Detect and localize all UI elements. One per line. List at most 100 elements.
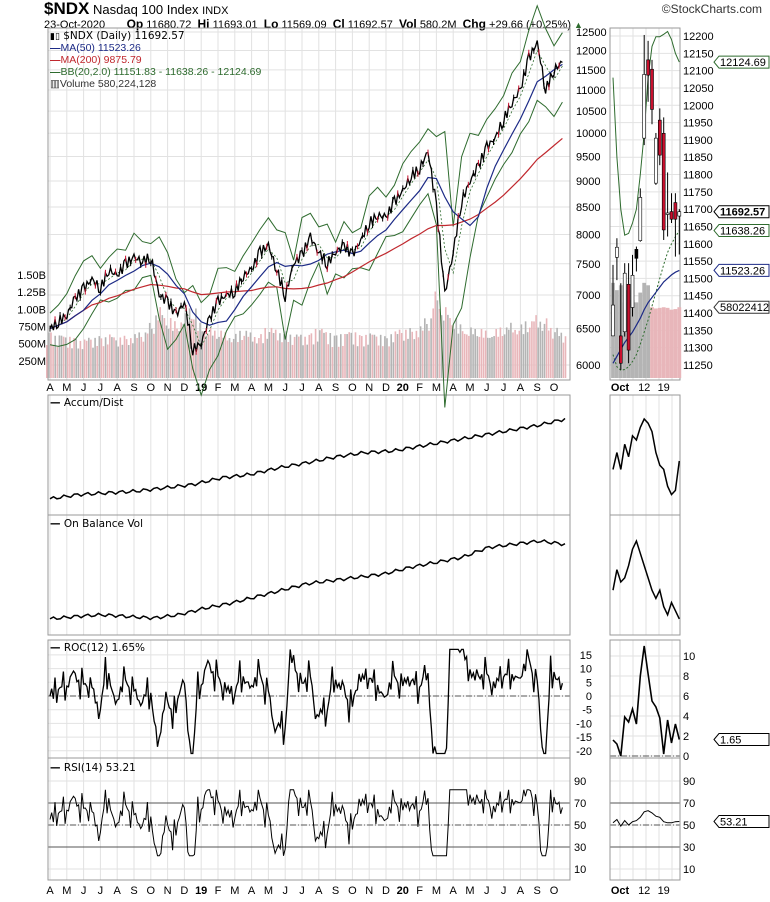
- volume-bar: [243, 335, 245, 378]
- mini-panel-frame-main: [609, 27, 681, 381]
- volume-bar: [106, 344, 109, 378]
- tag-ma50-text: 11523.26: [720, 265, 765, 277]
- volume-bar: [167, 328, 170, 378]
- volume-bar: [331, 347, 334, 378]
- legend-price-text: $NDX (Daily) 11692.57: [63, 30, 185, 42]
- volume-bar: [58, 335, 61, 378]
- mini-bb-upper-line: [612, 30, 680, 236]
- volume-bar: [60, 335, 63, 378]
- roc-axis-tick: -20: [576, 746, 592, 758]
- legend-obv-text: On Balance Vol: [63, 518, 144, 530]
- volume-bar: [354, 332, 357, 378]
- volume-bar: [54, 335, 56, 378]
- mini-roc-axis-tick: 10: [683, 651, 695, 663]
- volume-bar: [207, 334, 210, 378]
- volume-bar: [545, 318, 548, 378]
- mini-candle: [650, 68, 654, 110]
- mini-volume-bar: [673, 309, 678, 378]
- volume-axis-tick: 1.50B: [17, 270, 46, 282]
- mini-candle: [611, 304, 615, 337]
- volume-bar: [237, 342, 239, 378]
- volume-bar: [367, 344, 369, 378]
- x-axis-label-bottom: S: [332, 885, 339, 897]
- volume-bar: [239, 330, 241, 378]
- volume-bar: [535, 315, 537, 378]
- volume-bar: [434, 291, 437, 378]
- volume-bar: [430, 318, 432, 378]
- volume-bar: [96, 345, 98, 378]
- volume-bar: [529, 327, 531, 378]
- cl-label: Cl: [332, 17, 345, 31]
- mini-candle: [618, 335, 623, 364]
- volume-bar: [228, 338, 231, 378]
- mini-volume-bar: [661, 307, 666, 378]
- volume-bar: [319, 330, 321, 378]
- volume-bar: [300, 334, 302, 378]
- volume-bar: [541, 330, 544, 378]
- volume-bar: [463, 333, 466, 378]
- volume-bar: [489, 337, 491, 378]
- x-axis-label-bottom: J: [484, 885, 490, 897]
- volume-bar: [251, 341, 254, 378]
- mini-bb-mid-line: [612, 230, 680, 371]
- volume-bar: [220, 330, 222, 378]
- volume-bar: [562, 342, 565, 378]
- mini-candle: [677, 211, 682, 217]
- rsi-axis-tick: 30: [574, 842, 586, 854]
- mini-rsi-axis-tick: 90: [683, 776, 695, 788]
- x-axis-label: A: [114, 382, 122, 394]
- tag-ma50: 11523.26: [713, 263, 770, 277]
- volume-bar: [298, 336, 300, 378]
- candle-icon: ▮▯: [50, 32, 60, 42]
- volume-bar: [340, 334, 342, 378]
- volume-bar: [394, 331, 397, 378]
- volume-bar: [56, 346, 59, 378]
- price-axis-tick: 7000: [576, 290, 600, 302]
- volume-bar: [176, 328, 178, 378]
- bb-upper-line: [49, 4, 563, 314]
- price-axis-tick: 6000: [576, 360, 600, 372]
- x-axis-label: S: [332, 382, 339, 394]
- panel-frame-roc: [47, 639, 571, 759]
- x-axis-label-bottom: 19: [195, 885, 207, 897]
- mini-rsi-axis-tick: 50: [683, 820, 695, 832]
- mini-price-axis-tick: 11950: [683, 118, 713, 130]
- volume-bar: [543, 323, 546, 378]
- volume-axis-tick: 1.00B: [17, 304, 46, 316]
- legend-roc-text: ROC(12) 1.65%: [63, 642, 145, 654]
- mini-volume-bar: [650, 307, 654, 378]
- chart-title: $NDX Nasdaq 100 Index INDX: [44, 0, 228, 17]
- volume-bar: [136, 337, 138, 378]
- volume-bar: [88, 337, 90, 378]
- volume-bar: [279, 333, 281, 378]
- brand-watermark[interactable]: ©StockCharts.com: [661, 2, 762, 16]
- x-axis-label-bottom: J: [98, 885, 104, 897]
- volume-bar: [405, 329, 407, 378]
- mini-volume-bar: [630, 299, 635, 378]
- op-label: Op: [126, 17, 144, 31]
- volume-bar: [71, 348, 73, 378]
- tag-roc-box: [713, 733, 770, 746]
- x-axis-label: N: [365, 382, 373, 394]
- volume-bar: [499, 327, 502, 378]
- mini-roc-axis-tick: 2: [683, 731, 689, 743]
- volume-bar: [264, 327, 266, 378]
- roc-axis-tick: 10: [580, 664, 592, 676]
- volume-bar: [323, 332, 325, 378]
- price-axis-tick: 11500: [576, 65, 606, 77]
- volume-bar: [388, 346, 390, 378]
- x-axis-label-bottom: M: [230, 885, 239, 897]
- volume-bar: [115, 340, 117, 378]
- volume-bar: [73, 338, 75, 378]
- price-axis-tick: 9000: [576, 176, 600, 188]
- volume-bar: [524, 321, 527, 378]
- volume-bar: [421, 330, 424, 378]
- x-axis-label: J: [484, 382, 490, 394]
- volume-bar: [184, 313, 187, 378]
- legend-volume: ▥Volume 580,224,128: [50, 78, 156, 90]
- mini-volume-bar: [634, 302, 639, 378]
- volume-bar: [375, 336, 378, 378]
- mini-roc-axis-tick: 0: [683, 751, 689, 763]
- rsi-axis-tick: 10: [574, 864, 586, 876]
